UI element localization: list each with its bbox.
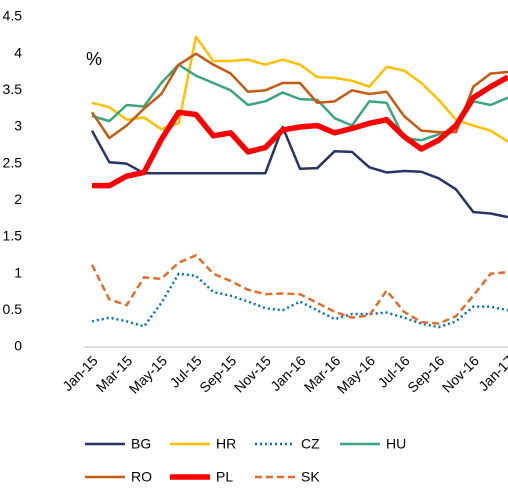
legend-label: PL <box>216 469 233 485</box>
legend-label: RO <box>131 469 152 485</box>
series-line <box>91 272 508 329</box>
x-tick-label: Sep-15 <box>196 352 239 395</box>
y-tick-label: 3.5 <box>3 81 23 97</box>
y-tick-label: 4.5 <box>3 8 23 24</box>
legend-label: SK <box>301 469 320 485</box>
legend-label: HR <box>216 436 236 452</box>
series-line <box>91 63 508 142</box>
y-tick-label: 3 <box>14 118 22 134</box>
y-tick-label: 1.5 <box>3 228 23 244</box>
series-line <box>90 125 508 219</box>
legend-label: HU <box>386 436 406 452</box>
x-tick-label: May-16 <box>334 352 378 396</box>
series-line <box>90 52 508 140</box>
x-tick-label: Jan-15 <box>59 352 101 394</box>
series-line <box>91 35 508 143</box>
x-tick-label: Sep-16 <box>404 352 447 395</box>
y-tick-label: 0 <box>14 338 22 354</box>
y-tick-label: 1 <box>14 264 22 280</box>
legend-label: CZ <box>301 436 320 452</box>
x-tick-label: Nov-15 <box>231 352 274 395</box>
annotation: % <box>86 49 102 69</box>
x-tick-label: Jan-16 <box>267 352 309 394</box>
series-line <box>90 254 508 325</box>
series-line <box>92 74 508 189</box>
y-tick-label: 0.5 <box>3 301 23 317</box>
x-tick-label: Nov-16 <box>439 352 482 395</box>
y-tick-label: 2 <box>14 191 22 207</box>
x-tick-label: May-15 <box>126 352 170 396</box>
y-tick-label: 4 <box>14 44 22 60</box>
x-tick-label: Jan-17 <box>475 352 508 394</box>
y-tick-label: 2.5 <box>3 154 23 170</box>
legend-label: BG <box>131 436 151 452</box>
